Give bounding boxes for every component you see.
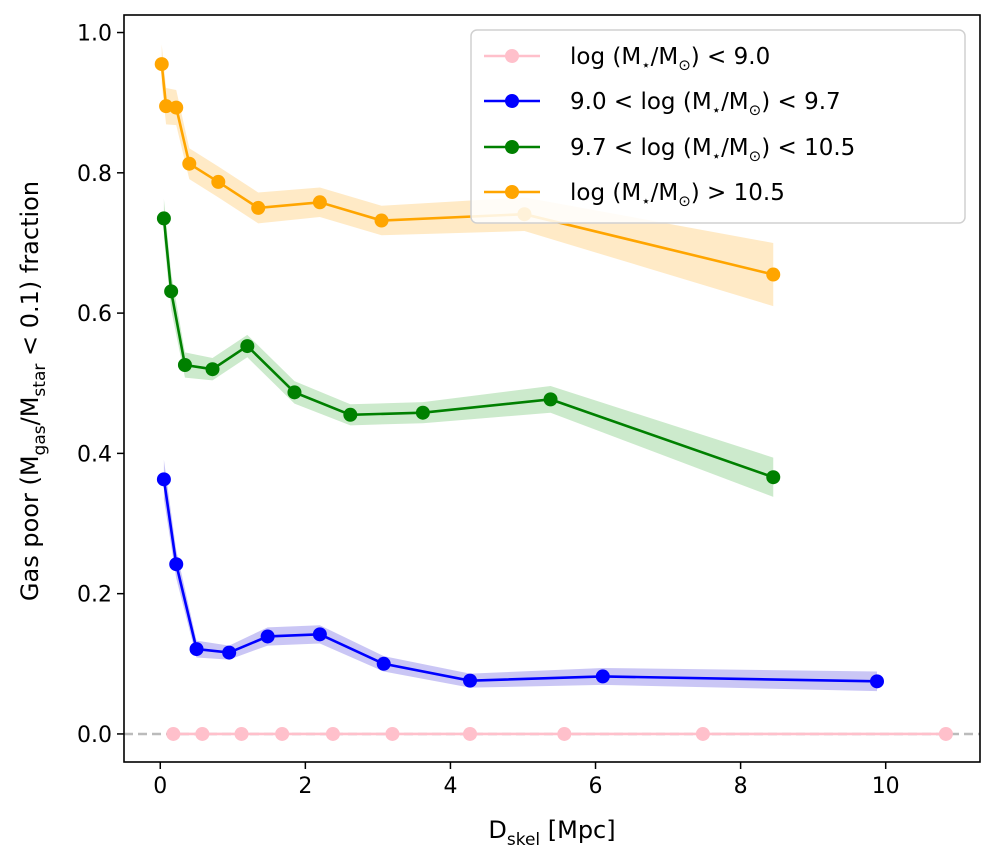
legend-label: log (M⋆/M⊙) > 10.5	[570, 180, 785, 210]
data-point	[156, 472, 171, 487]
x-tick-label: 8	[734, 774, 748, 799]
legend-label: 9.7 < log (M⋆/M⊙) < 10.5	[570, 135, 855, 165]
error-band-series-4	[161, 44, 774, 307]
data-point	[766, 470, 781, 485]
y-tick-label: 0.0	[77, 723, 112, 748]
legend-marker	[505, 94, 519, 108]
data-point	[211, 174, 226, 189]
y-tick-label: 1.0	[77, 22, 112, 47]
x-tick-label: 2	[298, 774, 312, 799]
axes	[123, 14, 981, 763]
series-line-3	[162, 218, 774, 479]
error-band-series-3	[163, 198, 774, 497]
series-points	[154, 57, 953, 741]
y-tick-label: 0.4	[77, 442, 112, 467]
legend-label: 9.0 < log (M⋆/M⊙) < 9.7	[570, 89, 841, 119]
y-tick-label: 0.2	[77, 583, 112, 608]
y-tick-label: 0.6	[77, 302, 112, 327]
data-point	[376, 656, 391, 671]
data-point	[251, 200, 266, 215]
error-bands	[161, 44, 877, 692]
data-point	[189, 642, 204, 657]
data-point	[463, 673, 478, 688]
series-lines	[160, 63, 946, 736]
data-point	[169, 557, 184, 572]
data-point	[260, 629, 275, 644]
data-point	[195, 726, 210, 741]
data-point	[240, 339, 255, 354]
data-point	[374, 213, 389, 228]
data-point	[275, 726, 290, 741]
data-point	[154, 57, 169, 72]
data-point	[343, 407, 358, 422]
data-point	[205, 362, 220, 377]
legend-label: log (M⋆/M⊙) < 9.0	[570, 44, 770, 74]
data-point	[156, 211, 171, 226]
y-axis-label: Gas poor (Mgas/Mstar < 0.1) fraction	[16, 181, 50, 601]
data-point	[766, 267, 781, 282]
data-point	[938, 726, 953, 741]
x-axis-label: Dskel [Mpc]	[488, 816, 615, 850]
legend-marker	[505, 49, 519, 63]
series-line-2	[162, 479, 878, 683]
legend-marker	[505, 185, 519, 199]
x-tick-label: 4	[443, 774, 457, 799]
data-point	[182, 156, 197, 171]
data-point	[463, 726, 478, 741]
legend-frame	[470, 29, 966, 224]
data-point	[222, 645, 237, 660]
data-point	[869, 674, 884, 689]
x-tick-label: 0	[153, 774, 167, 799]
data-point	[415, 405, 430, 420]
data-point	[695, 726, 710, 741]
ticks: 0 2 4 6 8 10 0.0 0.2 0.4 0.6 0.8 1.0	[77, 22, 900, 799]
data-point	[287, 385, 302, 400]
x-tick-label: 6	[589, 774, 603, 799]
x-tick-label: 10	[872, 774, 900, 799]
data-point	[312, 627, 327, 642]
legend-marker	[505, 140, 519, 154]
data-point	[595, 669, 610, 684]
data-point	[166, 726, 181, 741]
plot-frame	[123, 14, 981, 763]
data-point	[543, 392, 558, 407]
data-point	[234, 726, 249, 741]
data-point	[325, 726, 340, 741]
data-point	[169, 100, 184, 115]
data-point	[312, 195, 327, 210]
data-point	[385, 726, 400, 741]
data-point	[164, 284, 179, 299]
data-point	[177, 358, 192, 373]
data-point	[557, 726, 572, 741]
legend: log (M⋆/M⊙) < 9.0 9.0 < log (M⋆/M⊙) < 9.7…	[470, 29, 966, 224]
y-tick-label: 0.8	[77, 162, 112, 187]
